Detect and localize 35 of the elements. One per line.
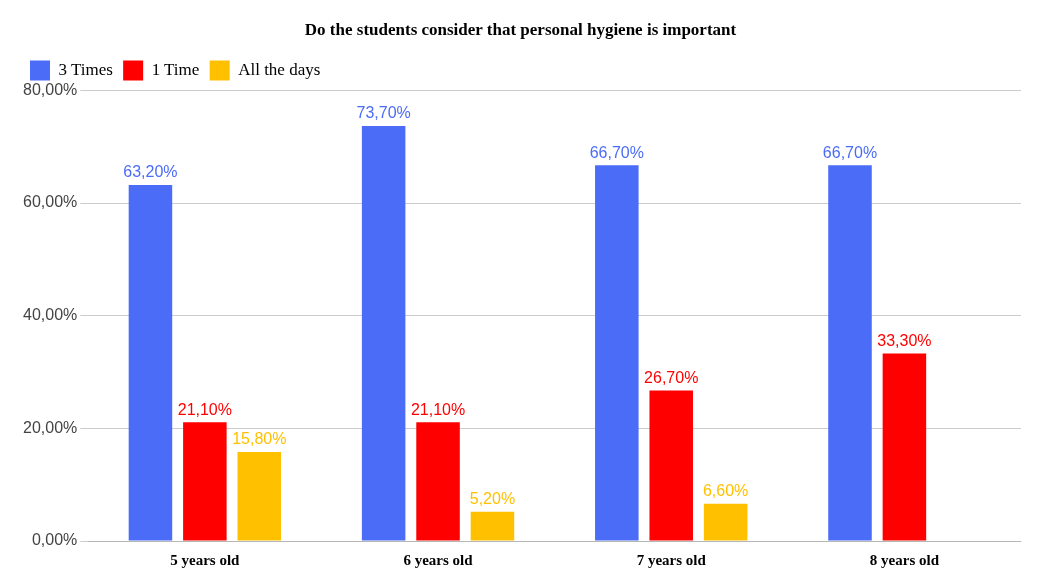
bar xyxy=(416,422,460,541)
bar xyxy=(703,503,748,541)
legend-label: 1 Time xyxy=(151,59,200,79)
bar xyxy=(470,511,515,541)
data-label: 66,70% xyxy=(589,143,644,161)
bar xyxy=(128,185,173,541)
bar xyxy=(882,353,927,541)
data-label: 26,70% xyxy=(644,369,699,387)
x-tick-label: 7 years old xyxy=(636,551,707,568)
bar xyxy=(649,390,693,541)
data-label: 6,60% xyxy=(702,482,749,500)
y-tick-label: 0,00% xyxy=(31,531,78,549)
legend-label: 3 Times xyxy=(58,59,113,79)
y-tick-label: 40,00% xyxy=(23,306,78,324)
y-tick-label: 60,00% xyxy=(23,193,78,211)
chart-title: Do the students consider that personal hygiene is important xyxy=(304,19,737,39)
y-tick-label: 80,00% xyxy=(23,80,78,98)
data-label: 66,70% xyxy=(822,143,878,161)
data-label: 73,70% xyxy=(356,104,411,122)
data-label: 15,80% xyxy=(232,430,287,448)
legend-label: All the days xyxy=(238,59,321,79)
x-tick-label: 8 years old xyxy=(869,551,940,568)
data-label: 33,30% xyxy=(877,331,932,349)
bar xyxy=(828,165,872,541)
y-tick-label: 20,00% xyxy=(23,418,78,436)
bar xyxy=(361,125,406,541)
bar xyxy=(183,422,227,541)
data-label: 63,20% xyxy=(123,163,178,181)
x-tick-label: 6 years old xyxy=(403,551,474,568)
data-label: 21,10% xyxy=(410,400,466,418)
bar xyxy=(595,165,639,541)
data-label: 5,20% xyxy=(469,490,516,508)
bar xyxy=(237,452,282,541)
x-tick-label: 5 years old xyxy=(170,551,241,568)
data-label: 21,10% xyxy=(177,400,232,418)
